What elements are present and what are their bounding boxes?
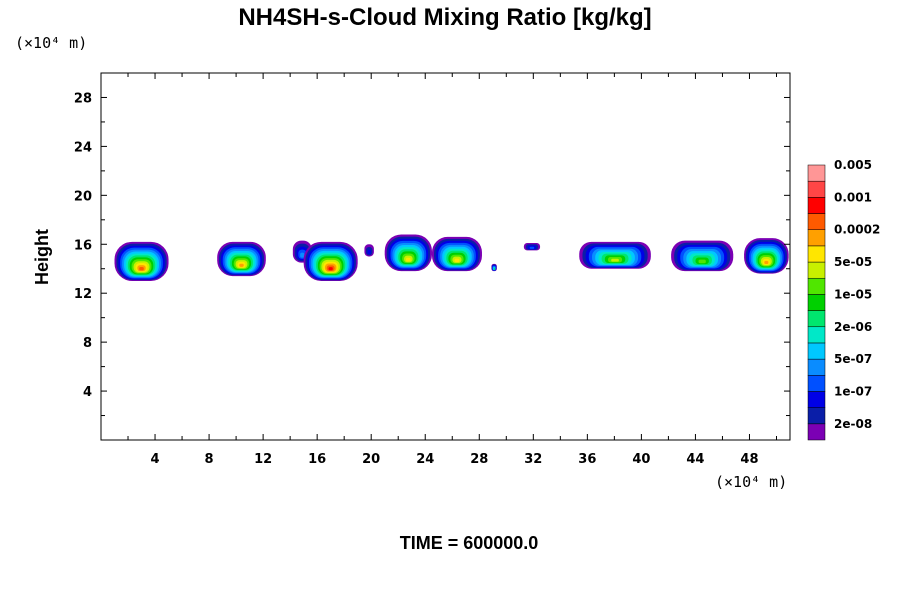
x-tick-label: 24 bbox=[416, 452, 434, 467]
x-tick-label: 32 bbox=[524, 452, 542, 467]
colorbar-label: 2e-06 bbox=[834, 320, 872, 334]
heatmap-cell bbox=[300, 252, 305, 258]
time-label: TIME = 600000.0 bbox=[400, 533, 539, 553]
plot-frame bbox=[100, 72, 791, 441]
x-tick-label: 44 bbox=[686, 452, 704, 467]
colorbar-swatch bbox=[807, 342, 826, 360]
colorbar-swatch bbox=[807, 423, 826, 441]
heatmap-cell bbox=[454, 258, 460, 263]
heatmap-cell bbox=[139, 267, 144, 271]
x-axis-unit: (×10⁴ m) bbox=[715, 473, 787, 491]
colorbar-label: 0.0002 bbox=[834, 223, 880, 237]
colorbar-swatch bbox=[807, 261, 826, 279]
y-axis-unit: (×10⁴ m) bbox=[15, 34, 87, 52]
x-tick-label: 4 bbox=[151, 452, 160, 467]
colorbar-swatch bbox=[807, 358, 826, 376]
colorbar-label: 5e-07 bbox=[834, 352, 872, 366]
heatmap-cell bbox=[493, 268, 496, 270]
heatmap-cells bbox=[114, 234, 789, 281]
colorbar-swatch bbox=[807, 245, 826, 263]
y-axis-label: Height bbox=[32, 229, 52, 285]
colorbar-swatch bbox=[807, 326, 826, 344]
heatmap-cell bbox=[698, 259, 706, 264]
colorbar-swatch bbox=[807, 407, 826, 425]
colorbar-swatch bbox=[807, 375, 826, 392]
y-tick-label: 24 bbox=[74, 140, 92, 155]
x-tick-label: 8 bbox=[205, 452, 214, 467]
colorbar-label: 5e-05 bbox=[834, 255, 872, 269]
y-tick-label: 12 bbox=[74, 287, 92, 302]
y-tick-label: 20 bbox=[74, 189, 92, 204]
x-tick-label: 12 bbox=[254, 452, 272, 467]
x-tick-label: 48 bbox=[740, 452, 758, 467]
colorbar-swatch bbox=[807, 391, 826, 408]
heatmap-cell bbox=[406, 257, 411, 262]
y-tick-label: 4 bbox=[83, 385, 92, 400]
heatmap-cell bbox=[764, 260, 769, 265]
heatmap-cell bbox=[239, 263, 244, 267]
chart-title: NH4SH-s-Cloud Mixing Ratio [kg/kg] bbox=[238, 4, 651, 31]
colorbar-swatch bbox=[807, 277, 826, 295]
x-axis: 4 8 12 16 20 24 28 32 36 40 44 48 bbox=[127, 73, 777, 467]
colorbar-legend: 2e-08 1e-07 5e-07 2e-06 1e-05 5e-05 0.0002 0.00… bbox=[807, 158, 880, 441]
heatmap-cell bbox=[611, 258, 619, 262]
colorbar-swatch bbox=[807, 213, 826, 230]
colorbar-label: 0.001 bbox=[834, 190, 872, 204]
colorbar-label: 1e-05 bbox=[834, 287, 872, 301]
colorbar-swatch bbox=[807, 310, 826, 328]
colorbar-label: 1e-07 bbox=[834, 384, 872, 398]
colorbar-swatch bbox=[807, 294, 826, 311]
x-tick-label: 28 bbox=[470, 452, 488, 467]
x-tick-label: 20 bbox=[362, 452, 380, 467]
x-tick-label: 36 bbox=[578, 452, 596, 467]
colorbar-label: 0.005 bbox=[834, 158, 872, 172]
heatmap-cell bbox=[367, 249, 371, 255]
colorbar-swatch bbox=[807, 197, 826, 214]
heatmap-cell bbox=[328, 267, 333, 271]
y-tick-label: 8 bbox=[83, 336, 92, 351]
colorbar-swatch bbox=[807, 229, 826, 247]
y-tick-label: 16 bbox=[74, 238, 92, 253]
y-axis: 4 8 12 16 20 24 28 bbox=[74, 91, 790, 417]
colorbar-swatch bbox=[807, 180, 826, 198]
x-tick-label: 16 bbox=[308, 452, 326, 467]
colorbar-label: 2e-08 bbox=[834, 417, 872, 431]
colorbar-swatch bbox=[807, 164, 826, 182]
y-tick-label: 28 bbox=[74, 91, 92, 106]
heatmap-cell bbox=[529, 246, 535, 249]
x-tick-label: 40 bbox=[632, 452, 650, 467]
